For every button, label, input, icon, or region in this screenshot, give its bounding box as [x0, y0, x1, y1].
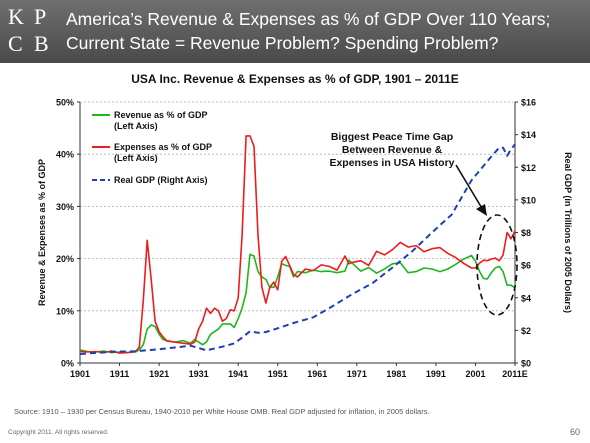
y-left-tick-label: 10% [56, 306, 74, 316]
annotation-arrow-head [476, 204, 487, 216]
x-tick-label: 1901 [70, 369, 90, 379]
slide-title-line2: Current State = Revenue Problem? Spendin… [66, 33, 499, 53]
page-number: 60 [569, 427, 580, 437]
y-left-tick-label: 40% [56, 150, 74, 160]
logo-letter-k: K [8, 4, 24, 29]
legend-label-sub: (Left Axis) [114, 121, 158, 131]
y-right-tick-label: $8 [521, 228, 531, 238]
y-right-tick-label: $2 [521, 326, 531, 336]
y-left-tick-label: 50% [56, 98, 74, 108]
slide-title: America’s Revenue & Expenses as % of GDP… [66, 7, 586, 55]
source-note: Source: 1910 – 1930 per Census Bureau, 1… [14, 407, 430, 416]
annotation-arrow-shaft [455, 164, 484, 211]
header-bar: K P C B America’s Revenue & Expenses as … [0, 0, 590, 63]
y-axis-right-title: Real GDP (in Trillions of 2005 Dollars) [563, 152, 573, 313]
logo-letter-c: C [8, 31, 23, 56]
x-tick-label: 1951 [268, 369, 288, 379]
annotation-line-2: Expenses in USA History [329, 157, 454, 169]
x-tick-label: 1911 [110, 369, 130, 379]
y-right-tick-label: $6 [521, 261, 531, 271]
x-tick-label: 1971 [347, 369, 367, 379]
copyright-note: Copyright 2011. All rights reserved. [8, 429, 109, 436]
legend-label: Real GDP (Right Axis) [114, 175, 208, 185]
annotation-line-0: Biggest Peace Time Gap [331, 131, 453, 143]
annotation-line-1: Between Revenue & [342, 144, 443, 156]
series-line-1 [79, 135, 516, 354]
y-left-tick-label: 0% [61, 359, 74, 369]
x-tick-label: 1961 [307, 369, 327, 379]
x-tick-label: 1981 [386, 369, 406, 379]
y-right-tick-label: $12 [521, 163, 536, 173]
y-left-tick-label: 20% [56, 254, 74, 264]
logo-letter-b: B [34, 31, 49, 56]
y-right-tick-label: $14 [521, 130, 536, 140]
legend-label: Expenses as % of GDP [114, 142, 212, 152]
chart-title: USA Inc. Revenue & Expenses as % of GDP,… [131, 72, 459, 86]
x-tick-label: 1941 [228, 369, 248, 379]
x-tick-label: 1991 [426, 369, 446, 379]
annotation-ellipse [476, 214, 518, 316]
y-right-tick-label: $4 [521, 293, 531, 303]
x-tick-label: 2011E [502, 369, 528, 379]
x-tick-label: 2001 [465, 369, 485, 379]
y-right-tick-label: $10 [521, 195, 536, 205]
legend-label-sub: (Left Axis) [114, 153, 158, 163]
logo-letter-p: P [34, 4, 47, 29]
y-left-tick-label: 30% [56, 202, 74, 212]
legend-label: Revenue as % of GDP [114, 110, 208, 120]
slide-title-line1: America’s Revenue & Expenses as % of GDP… [66, 9, 551, 29]
series-line-0 [79, 253, 516, 354]
x-tick-label: 1931 [189, 369, 209, 379]
y-right-tick-label: $0 [521, 359, 531, 369]
y-right-tick-label: $16 [521, 98, 536, 108]
y-axis-left-title: Revenue & Expenses as % of GDP [37, 159, 47, 306]
kpcb-logo: K P C B [6, 4, 58, 58]
x-tick-label: 1921 [149, 369, 169, 379]
series-line-2 [79, 143, 516, 355]
